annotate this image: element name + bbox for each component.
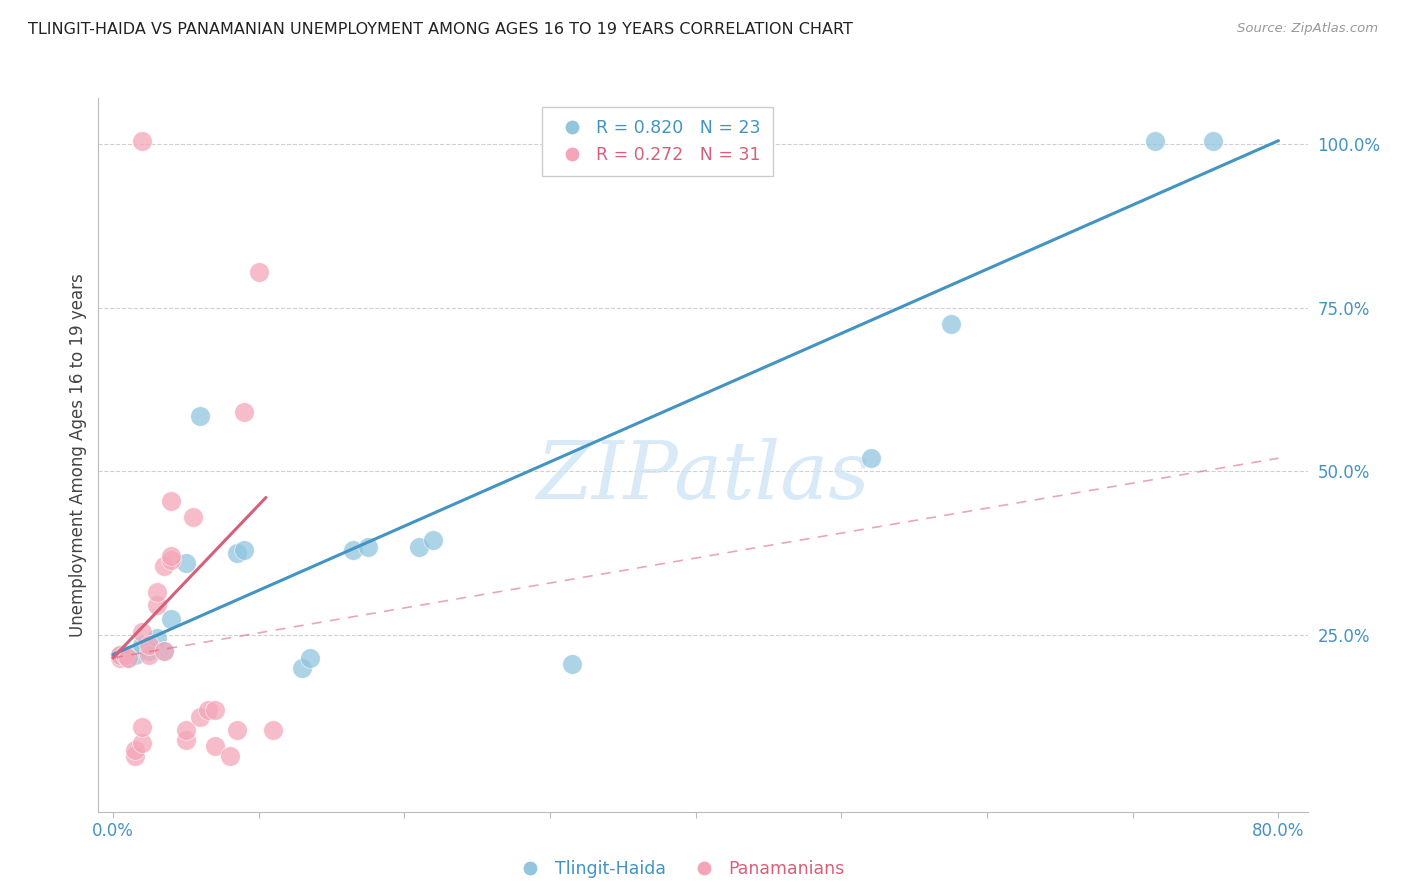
Point xyxy=(233,542,256,557)
Point xyxy=(160,493,183,508)
Text: TLINGIT-HAIDA VS PANAMANIAN UNEMPLOYMENT AMONG AGES 16 TO 19 YEARS CORRELATION C: TLINGIT-HAIDA VS PANAMANIAN UNEMPLOYMENT… xyxy=(28,22,853,37)
Point xyxy=(160,552,183,566)
Point xyxy=(247,264,270,278)
Point xyxy=(174,732,197,747)
Point xyxy=(145,632,167,646)
Point xyxy=(153,644,176,658)
Point xyxy=(114,648,136,662)
Point xyxy=(138,638,160,652)
Point xyxy=(124,648,146,662)
Point xyxy=(218,749,240,764)
Point xyxy=(131,134,153,148)
Point xyxy=(131,624,153,639)
Point xyxy=(153,559,176,574)
Point xyxy=(124,742,146,756)
Point xyxy=(939,317,962,331)
Point xyxy=(160,611,183,625)
Legend: Tlingit-Haida, Panamanians: Tlingit-Haida, Panamanians xyxy=(506,854,852,885)
Point xyxy=(124,749,146,764)
Point xyxy=(408,540,430,554)
Point xyxy=(225,723,247,737)
Point xyxy=(204,703,226,717)
Point xyxy=(117,651,139,665)
Point xyxy=(117,651,139,665)
Point xyxy=(131,638,153,652)
Point xyxy=(131,736,153,750)
Y-axis label: Unemployment Among Ages 16 to 19 years: Unemployment Among Ages 16 to 19 years xyxy=(69,273,87,637)
Point xyxy=(110,648,132,662)
Text: ZIPatlas: ZIPatlas xyxy=(536,438,870,515)
Point xyxy=(561,657,583,672)
Point xyxy=(1143,134,1166,148)
Point xyxy=(181,510,204,524)
Point xyxy=(145,585,167,599)
Point xyxy=(138,644,160,658)
Point xyxy=(422,533,444,547)
Point xyxy=(190,710,212,724)
Point xyxy=(160,549,183,564)
Point xyxy=(291,661,314,675)
Point xyxy=(110,648,132,662)
Point xyxy=(174,723,197,737)
Point xyxy=(174,556,197,570)
Point xyxy=(204,739,226,754)
Point xyxy=(138,648,160,662)
Point xyxy=(153,644,176,658)
Point xyxy=(197,703,219,717)
Point xyxy=(145,599,167,613)
Point xyxy=(859,451,882,466)
Point xyxy=(357,540,380,554)
Point xyxy=(1202,134,1225,148)
Point xyxy=(190,409,212,423)
Point xyxy=(342,542,364,557)
Point xyxy=(131,720,153,734)
Point xyxy=(225,546,247,560)
Point xyxy=(233,405,256,419)
Point xyxy=(298,651,321,665)
Text: Source: ZipAtlas.com: Source: ZipAtlas.com xyxy=(1237,22,1378,36)
Point xyxy=(110,651,132,665)
Point xyxy=(262,723,284,737)
